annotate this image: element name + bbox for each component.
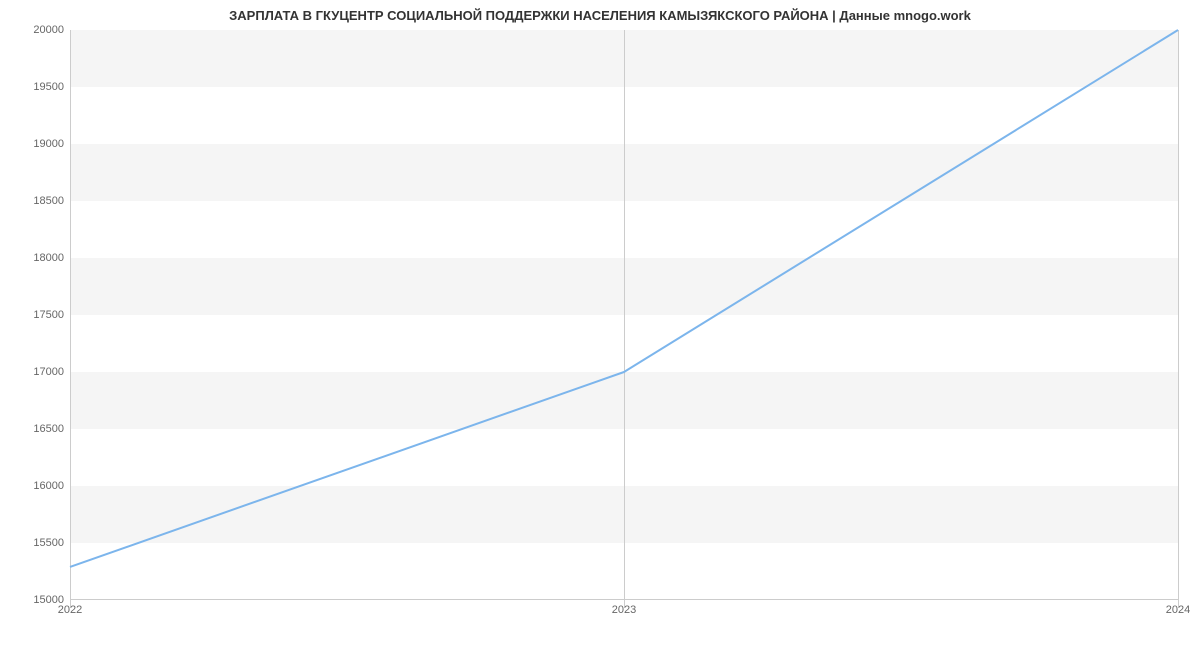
y-tick-label: 17500 xyxy=(4,309,64,321)
y-tick-label: 18500 xyxy=(4,195,64,207)
x-tick-label: 2023 xyxy=(612,604,636,616)
y-tick-label: 19000 xyxy=(4,138,64,150)
y-tick-label: 17000 xyxy=(4,366,64,378)
chart-title: ЗАРПЛАТА В ГКУЦЕНТР СОЦИАЛЬНОЙ ПОДДЕРЖКИ… xyxy=(0,8,1200,23)
plot-area xyxy=(70,30,1178,600)
x-tick-label: 2024 xyxy=(1166,604,1190,616)
salary-line-chart: ЗАРПЛАТА В ГКУЦЕНТР СОЦИАЛЬНОЙ ПОДДЕРЖКИ… xyxy=(0,0,1200,650)
y-tick-label: 15500 xyxy=(4,537,64,549)
y-tick-label: 18000 xyxy=(4,252,64,264)
y-tick-label: 16000 xyxy=(4,480,64,492)
y-tick-label: 20000 xyxy=(4,24,64,36)
line-layer xyxy=(70,30,1178,600)
y-tick-label: 19500 xyxy=(4,81,64,93)
y-tick-label: 16500 xyxy=(4,423,64,435)
data-line xyxy=(70,30,1178,567)
x-gridline xyxy=(1178,30,1179,600)
x-tick-label: 2022 xyxy=(58,604,82,616)
y-tick-label: 15000 xyxy=(4,594,64,606)
